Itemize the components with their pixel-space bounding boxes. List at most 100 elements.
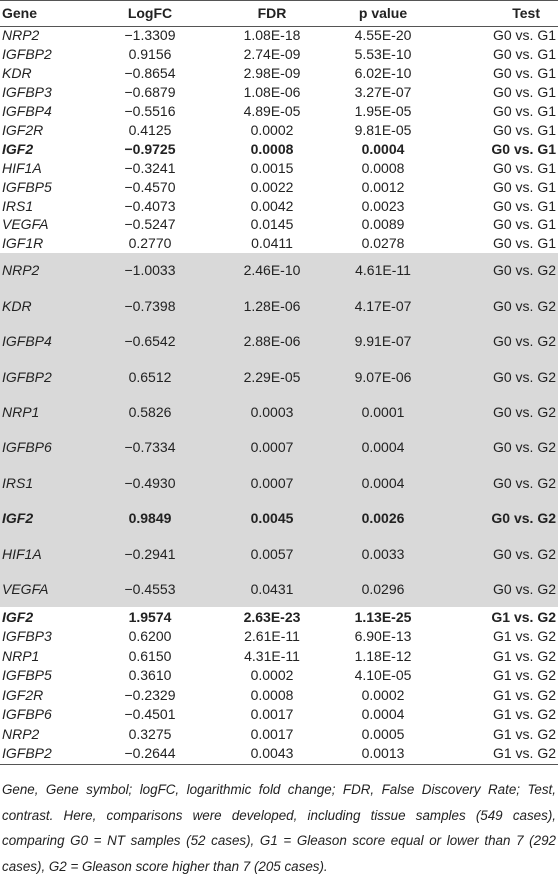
value-cell: G0 vs. G2 — [492, 439, 556, 456]
value-cell: G1 vs. G2 — [492, 686, 556, 703]
value-cell: 0.0004 — [361, 706, 405, 723]
value-cell: 0.0015 — [250, 159, 294, 176]
value-cell: 1.13E-25 — [354, 608, 412, 625]
table-row: IRS1 −0.4073 0.0042 0.0023 G0 vs. G1 — [0, 196, 558, 215]
value-cell: −0.5247 — [124, 216, 176, 233]
gene-cell: VEGFA — [2, 216, 49, 233]
value-cell: 0.0043 — [250, 745, 294, 762]
table-row: NRP2 −1.0033 2.46E-10 4.61E-11 G0 vs. G2 — [0, 252, 558, 289]
table-row: IGFBP2 0.9156 2.74E-09 5.53E-10 G0 vs. G1 — [0, 45, 558, 64]
value-cell: G0 vs. G2 — [492, 333, 556, 350]
value-cell: −0.3241 — [124, 159, 176, 176]
table-row: IGFBP3 0.6200 2.61E-11 6.90E-13 G1 vs. G2 — [0, 626, 558, 646]
value-cell: G0 vs. G1 — [492, 235, 556, 252]
value-cell: 0.0004 — [361, 474, 405, 491]
value-cell: 5.53E-10 — [354, 46, 412, 63]
table-row: IGFBP5 −0.4570 0.0022 0.0012 G0 vs. G1 — [0, 177, 558, 196]
value-cell: G1 vs. G2 — [491, 608, 556, 625]
value-cell: G1 vs. G2 — [492, 667, 556, 684]
value-cell: −0.5516 — [124, 103, 176, 120]
value-cell: 4.55E-20 — [354, 27, 412, 44]
value-cell: 0.9156 — [128, 46, 172, 63]
gene-cell: IGF2R — [2, 686, 44, 703]
gene-cell: NRP1 — [2, 404, 40, 421]
value-cell: 0.0013 — [361, 745, 405, 762]
table-row: VEGFA −0.4553 0.0431 0.0296 G0 vs. G2 — [0, 571, 558, 607]
value-cell: −0.7334 — [124, 439, 176, 456]
table-row: KDR −0.8654 2.98E-09 6.02E-10 G0 vs. G1 — [0, 64, 558, 83]
table-row: IGF2R −0.2329 0.0008 0.0002 G1 vs. G2 — [0, 685, 558, 705]
value-cell: 0.0411 — [251, 235, 293, 252]
value-cell: 0.0033 — [361, 545, 405, 562]
value-cell: 1.9574 — [128, 608, 172, 625]
value-cell: G0 vs. G1 — [492, 197, 556, 214]
value-cell: G0 vs. G1 — [492, 159, 556, 176]
value-cell: −0.2329 — [124, 686, 176, 703]
gene-cell: IGF1R — [2, 235, 44, 252]
gene-cell: KDR — [2, 65, 32, 82]
value-cell: 0.0057 — [250, 545, 294, 562]
gene-cell: IGFBP4 — [2, 103, 52, 120]
value-cell: 0.6200 — [128, 628, 172, 645]
value-cell: G0 vs. G2 — [492, 474, 556, 491]
table-row: HIF1A −0.2941 0.0057 0.0033 G0 vs. G2 — [0, 536, 558, 572]
value-cell: −0.2644 — [124, 745, 176, 762]
value-cell: 0.6512 — [128, 368, 172, 385]
value-cell: −0.4570 — [124, 178, 176, 195]
gene-cell: IRS1 — [2, 197, 34, 214]
value-cell: 2.46E-10 — [243, 262, 301, 279]
gene-cell: HIF1A — [2, 545, 42, 562]
table-row: IGFBP3 −0.6879 1.08E-06 3.27E-07 G0 vs. G1 — [0, 83, 558, 102]
value-cell: G1 vs. G2 — [492, 706, 556, 723]
value-cell: −0.4553 — [124, 581, 176, 598]
value-cell: 0.0001 — [361, 404, 405, 421]
value-cell: −1.0033 — [124, 262, 176, 279]
header-cell: Gene — [2, 5, 38, 21]
value-cell: 9.81E-05 — [354, 121, 412, 138]
gene-cell: VEGFA — [2, 581, 49, 598]
value-cell: 0.5826 — [128, 404, 172, 421]
value-cell: 0.9849 — [128, 510, 172, 527]
value-cell: −0.6542 — [124, 333, 176, 350]
gene-cell: NRP2 — [2, 262, 40, 279]
table-row: IGF2R 0.4125 0.0002 9.81E-05 G0 vs. G1 — [0, 121, 558, 140]
value-cell: 2.88E-06 — [243, 333, 301, 350]
value-cell: G0 vs. G1 — [492, 178, 556, 195]
value-cell: G1 vs. G2 — [492, 647, 556, 664]
table-row: VEGFA −0.5247 0.0145 0.0089 G0 vs. G1 — [0, 215, 558, 234]
value-cell: 0.0017 — [250, 725, 294, 742]
footnote: Gene, Gene symbol; logFC, logarithmic fo… — [2, 782, 556, 874]
gene-cell: IGFBP3 — [2, 84, 52, 101]
value-cell: 1.18E-12 — [354, 647, 412, 664]
table-row: IGFBP2 −0.2644 0.0043 0.0013 G1 vs. G2 — [0, 743, 558, 763]
value-cell: 0.2770 — [128, 235, 172, 252]
value-cell: 0.0296 — [361, 581, 405, 598]
value-cell: G0 vs. G1 — [492, 46, 556, 63]
gene-cell: NRP2 — [2, 27, 40, 44]
value-cell: 2.98E-09 — [243, 65, 301, 82]
table-row: NRP1 0.5826 0.0003 0.0001 G0 vs. G2 — [0, 394, 558, 430]
value-cell: 0.0145 — [250, 216, 294, 233]
value-cell: 2.74E-09 — [243, 46, 301, 63]
value-cell: 0.0002 — [250, 121, 294, 138]
value-cell: G1 vs. G2 — [492, 745, 556, 762]
value-cell: 0.0004 — [361, 140, 405, 157]
value-cell: 4.31E-11 — [244, 647, 300, 664]
value-cell: −0.6879 — [124, 84, 176, 101]
gene-cell: IRS1 — [2, 474, 34, 491]
value-cell: 0.3275 — [128, 725, 172, 742]
value-cell: −0.7398 — [124, 297, 176, 314]
value-cell: G0 vs. G1 — [491, 140, 556, 157]
value-cell: −0.4930 — [124, 474, 176, 491]
header-cell: Test — [512, 5, 540, 21]
value-cell: 0.0431 — [250, 581, 294, 598]
header-cell: p value — [358, 5, 408, 21]
gene-cell: KDR — [2, 297, 32, 314]
value-cell: G0 vs. G1 — [492, 65, 556, 82]
table-row: IGFBP6 −0.4501 0.0017 0.0004 G1 vs. G2 — [0, 704, 558, 724]
table-row: IGFBP6 −0.7334 0.0007 0.0004 G0 vs. G2 — [0, 429, 558, 466]
value-cell: 0.0007 — [250, 474, 294, 491]
value-cell: 0.0002 — [250, 667, 294, 684]
gene-cell: IGFBP5 — [2, 178, 52, 195]
gene-cell: IGF2 — [2, 140, 34, 157]
